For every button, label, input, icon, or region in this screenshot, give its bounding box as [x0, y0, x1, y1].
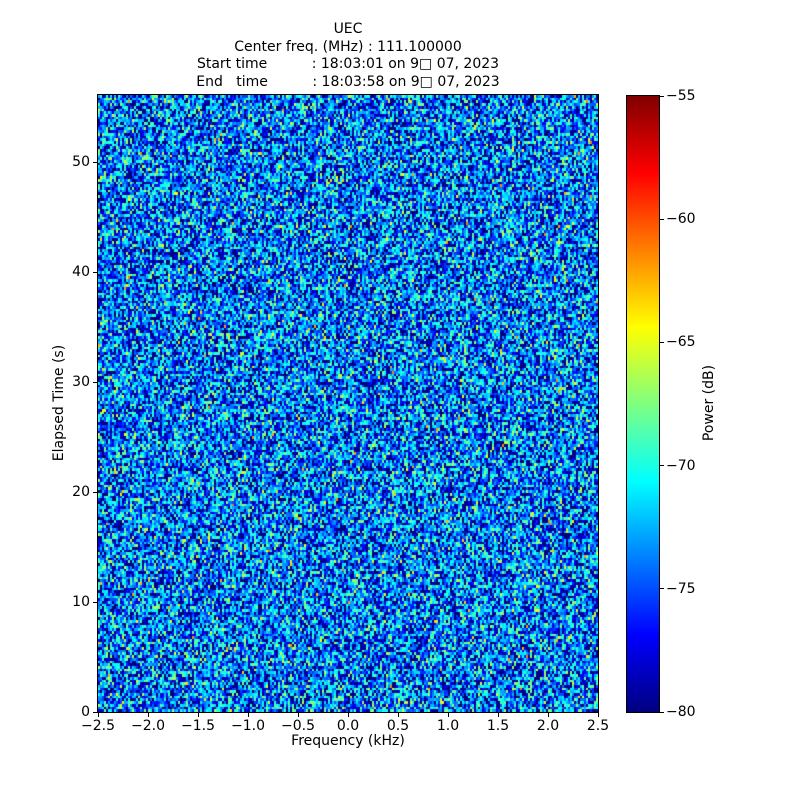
x-tick-label: −2.0	[131, 718, 165, 734]
x-tick-label: −1.5	[181, 718, 215, 734]
colorbar-label: Power (dB)	[701, 364, 717, 442]
x-tick-mark	[347, 713, 349, 717]
x-axis-label: Frequency (kHz)	[291, 733, 405, 749]
colorbar-gradient	[627, 96, 659, 712]
y-tick-label: 50	[72, 154, 90, 171]
y-tick-mark	[93, 601, 97, 603]
colorbar	[626, 95, 660, 713]
colorbar-tick-label: −55	[666, 88, 696, 104]
figure-title-block: UEC Center freq. (MHz) : 111.100000 Star…	[98, 21, 598, 91]
x-tick-label: 1.0	[436, 718, 460, 734]
x-tick-label: 1.5	[486, 718, 510, 734]
colorbar-tick-mark	[660, 588, 664, 590]
x-tick-mark	[497, 713, 499, 717]
x-tick-mark	[147, 713, 149, 717]
y-tick-label: 40	[72, 264, 90, 281]
spectrogram-heatmap	[98, 95, 598, 712]
x-tick-mark	[547, 713, 549, 717]
plot-frame	[97, 94, 599, 713]
center-frequency-line: Center freq. (MHz) : 111.100000	[234, 38, 462, 55]
x-tick-label: 0.5	[386, 718, 410, 734]
x-tick-label: −2.5	[81, 718, 115, 734]
colorbar-tick-label: −80	[666, 704, 696, 720]
x-tick-mark	[597, 713, 599, 717]
x-tick-mark	[397, 713, 399, 717]
x-tick-label: −0.5	[281, 718, 315, 734]
colorbar-tick-label: −75	[666, 580, 696, 597]
y-tick-mark	[93, 381, 97, 383]
y-tick-mark	[93, 491, 97, 493]
colorbar-tick-label: −60	[666, 211, 696, 228]
y-tick-label: 20	[72, 484, 90, 501]
y-tick-label: 0	[81, 704, 90, 720]
x-tick-mark	[447, 713, 449, 717]
colorbar-tick-mark	[660, 465, 664, 467]
x-tick-label: 0.0	[336, 718, 360, 734]
start-time-line: Start time : 18:03:01 on 9□ 07, 2023	[196, 56, 500, 72]
x-tick-mark	[97, 713, 99, 717]
colorbar-tick-mark	[660, 341, 664, 343]
colorbar-tick-label: −70	[666, 457, 696, 474]
x-tick-label: 2.0	[536, 718, 560, 734]
colorbar-tick-mark	[660, 711, 664, 713]
colorbar-tick-mark	[660, 95, 664, 97]
end-time-line: End time : 18:03:58 on 9□ 07, 2023	[196, 73, 500, 90]
y-tick-label: 30	[72, 374, 90, 391]
x-tick-label: −1.0	[231, 718, 265, 734]
colorbar-tick-mark	[660, 218, 664, 220]
y-tick-mark	[93, 271, 97, 273]
x-tick-mark	[297, 713, 299, 717]
y-tick-mark	[93, 161, 97, 163]
x-tick-mark	[197, 713, 199, 717]
figure-title: UEC	[333, 21, 363, 37]
colorbar-tick-label: −65	[666, 334, 696, 351]
y-axis-label: Elapsed Time (s)	[51, 344, 67, 462]
x-tick-mark	[247, 713, 249, 717]
y-tick-mark	[93, 711, 97, 713]
y-tick-label: 10	[72, 594, 90, 611]
x-tick-label: 2.5	[586, 718, 610, 734]
